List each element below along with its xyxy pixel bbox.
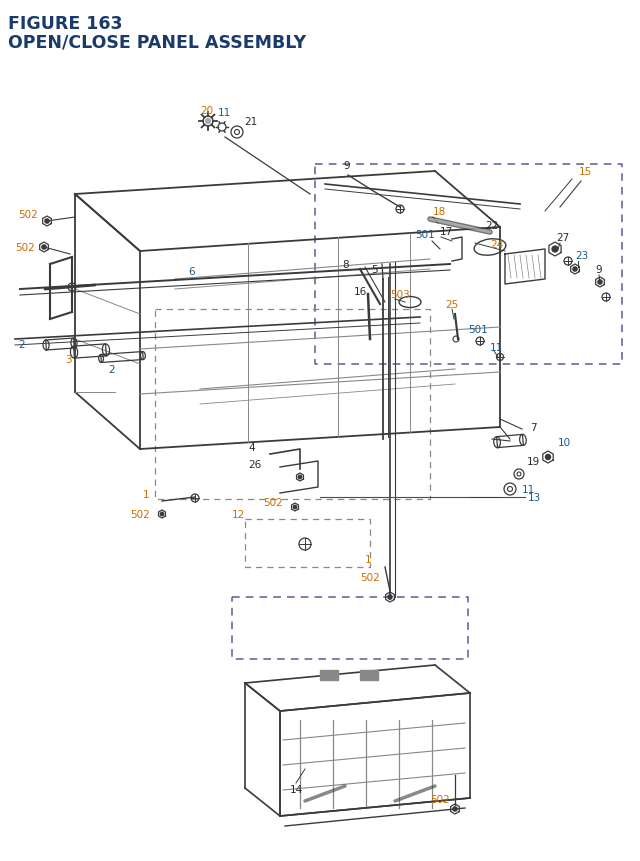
Text: 15: 15: [579, 167, 592, 177]
Text: FIGURE 163: FIGURE 163: [8, 15, 122, 33]
Text: 1: 1: [143, 489, 150, 499]
Text: 502: 502: [430, 794, 450, 804]
Text: 19: 19: [527, 456, 540, 467]
Circle shape: [573, 268, 577, 272]
Text: 11: 11: [218, 108, 231, 118]
Text: 12: 12: [232, 510, 245, 519]
Circle shape: [552, 247, 558, 252]
Text: 502: 502: [130, 510, 150, 519]
Text: 13: 13: [528, 492, 541, 503]
Text: 11: 11: [490, 343, 503, 353]
Circle shape: [293, 505, 297, 509]
Text: 5: 5: [371, 264, 378, 275]
Circle shape: [598, 281, 602, 285]
Circle shape: [545, 455, 550, 460]
Text: 1: 1: [365, 554, 372, 564]
Text: 501: 501: [415, 230, 435, 239]
Circle shape: [298, 476, 301, 479]
Text: 25: 25: [445, 300, 458, 310]
Text: 502: 502: [18, 210, 38, 220]
Text: 502: 502: [15, 243, 35, 253]
Text: 503: 503: [390, 289, 410, 300]
Text: 14: 14: [290, 784, 303, 794]
Text: 21: 21: [244, 117, 257, 127]
Text: 27: 27: [556, 232, 569, 243]
Text: 17: 17: [440, 226, 453, 237]
Text: 4: 4: [248, 443, 255, 453]
Text: 9: 9: [595, 264, 602, 275]
Text: 9: 9: [343, 161, 349, 170]
Circle shape: [453, 807, 457, 811]
Text: 7: 7: [530, 423, 536, 432]
Text: 2: 2: [108, 364, 115, 375]
Text: 6: 6: [188, 267, 195, 276]
Text: 22: 22: [485, 220, 499, 231]
Text: 18: 18: [433, 207, 446, 217]
Circle shape: [160, 512, 164, 516]
Text: 501: 501: [468, 325, 488, 335]
Text: 23: 23: [575, 251, 588, 261]
Text: 20: 20: [200, 106, 213, 116]
Text: 3: 3: [65, 355, 72, 364]
Text: 10: 10: [558, 437, 571, 448]
Text: 16: 16: [354, 287, 367, 297]
Text: 11: 11: [522, 485, 535, 494]
Text: 2: 2: [18, 339, 24, 350]
Bar: [320, 670, 338, 680]
Text: 24: 24: [490, 239, 503, 250]
Circle shape: [45, 220, 49, 224]
Text: OPEN/CLOSE PANEL ASSEMBLY: OPEN/CLOSE PANEL ASSEMBLY: [8, 33, 306, 51]
Text: 8: 8: [342, 260, 349, 269]
Text: 502: 502: [263, 498, 283, 507]
Text: 26: 26: [248, 460, 261, 469]
Circle shape: [205, 120, 211, 124]
Circle shape: [42, 245, 46, 250]
Circle shape: [388, 595, 392, 599]
Text: 502: 502: [360, 573, 380, 582]
Bar: [360, 670, 378, 680]
